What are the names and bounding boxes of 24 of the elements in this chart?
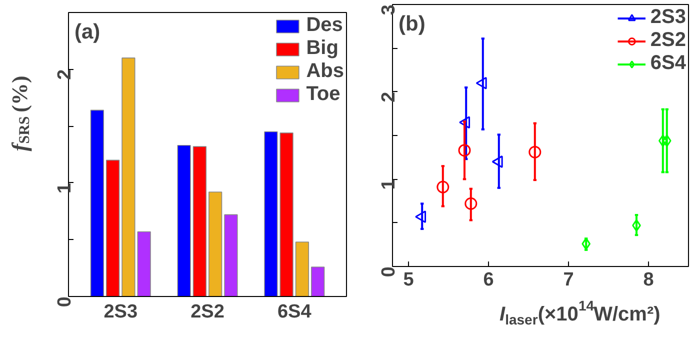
x-tick-label: 2S3 <box>104 302 138 322</box>
x-tick-label: 8 <box>643 270 654 290</box>
legend-label: Toe <box>306 83 340 106</box>
x-tick-label: 6S4 <box>277 302 312 322</box>
chart-title: (b) <box>398 12 426 36</box>
y-tick-label: 2 <box>54 69 76 80</box>
y-tick-label: 1 <box>54 182 76 194</box>
x-tick-label: 7 <box>563 270 574 290</box>
chart-title: (a) <box>74 20 100 44</box>
x-tick-label: 5 <box>403 270 414 290</box>
y-axis-title: fSRS(%) <box>7 76 33 152</box>
legend-label: 2S2 <box>650 29 686 52</box>
legend-label: 6S4 <box>650 52 686 75</box>
y-tick-label: 0 <box>378 266 400 278</box>
y-tick-label: 0 <box>54 296 76 308</box>
legend-label: Des <box>306 14 343 37</box>
x-tick-label: 2S2 <box>190 302 224 322</box>
legend-label: Big <box>306 37 338 60</box>
y-tick-label: 2 <box>378 92 400 102</box>
y-tick-label: 1 <box>378 178 400 190</box>
x-tick-label: 6 <box>483 270 494 290</box>
legend-label: 2S3 <box>650 6 686 29</box>
y-tick-label: 3 <box>378 4 400 16</box>
legend-label: Abs <box>306 60 344 83</box>
